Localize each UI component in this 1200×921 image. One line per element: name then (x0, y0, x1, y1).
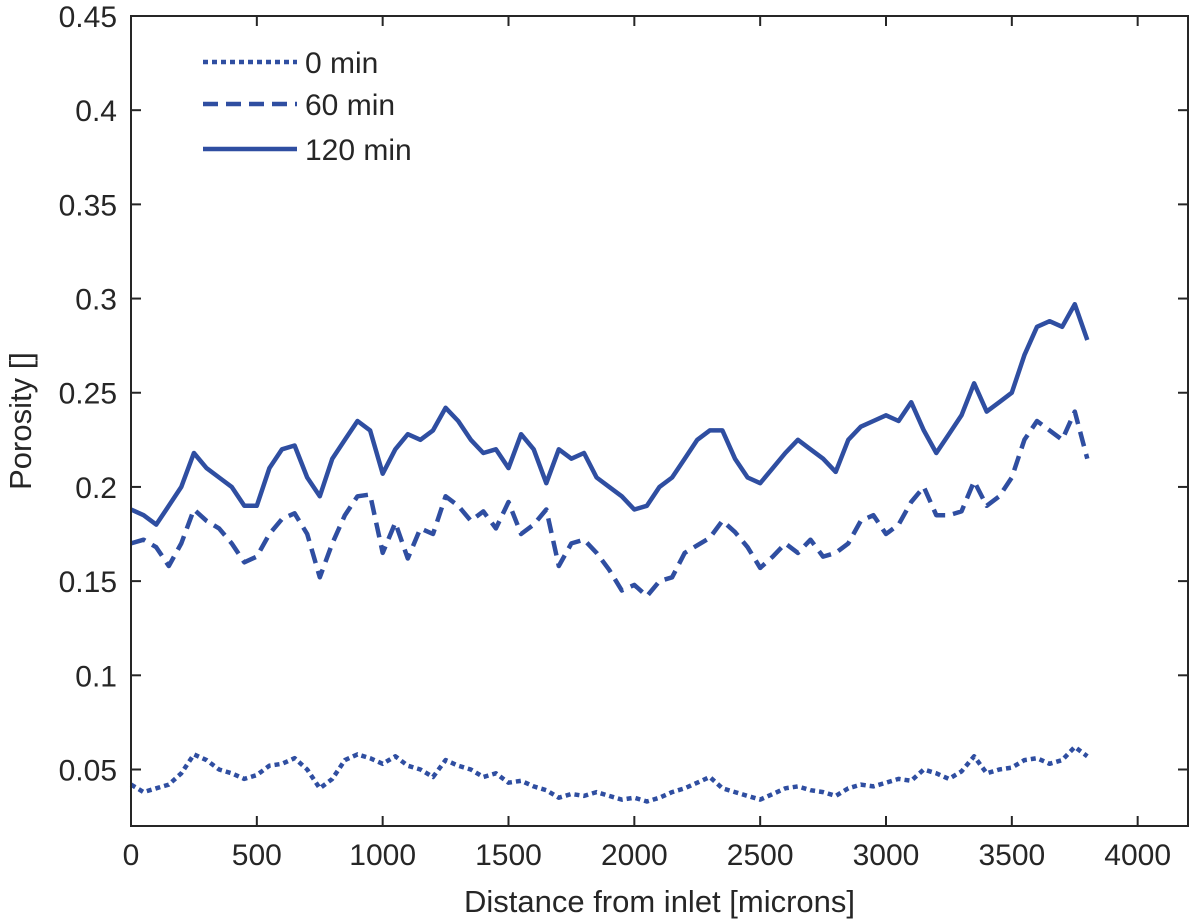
y-tick-label: 0.2 (75, 472, 117, 505)
series-line-0-min (129, 744, 1089, 804)
legend-label-0-min: 0 min (305, 47, 378, 80)
plot-lines (129, 301, 1090, 804)
x-tick-label: 2500 (727, 839, 794, 872)
y-axis-title: Porosity [] (3, 352, 38, 490)
y-tick-label: 0.35 (59, 189, 117, 222)
x-tick-label: 1500 (475, 839, 542, 872)
legend-label-120-min: 120 min (305, 134, 412, 167)
y-tick-label: 0.1 (75, 660, 117, 693)
x-tick-label: 2000 (601, 839, 668, 872)
y-tick-label: 0.15 (59, 566, 117, 599)
x-tick-label: 3000 (853, 839, 920, 872)
legend: 0 min 60 min 120 min (203, 47, 412, 167)
y-tick-label: 0.05 (59, 754, 117, 787)
x-tick-label: 0 (123, 839, 140, 872)
x-tick-label: 1000 (349, 839, 416, 872)
x-tick-label: 500 (232, 839, 282, 872)
x-axis-ticks: 0 500 1000 1500 2000 2500 3000 3500 4000 (123, 16, 1171, 872)
plot-frame (130, 15, 1189, 827)
y-tick-label: 0.4 (75, 95, 117, 128)
series-line-120-min (130, 301, 1090, 527)
y-tick-label: 0.45 (59, 1, 117, 34)
y-tick-label: 0.3 (75, 284, 117, 317)
y-axis-ticks: 0.05 0.1 0.15 0.2 0.25 0.3 0.35 0.4 0.45 (59, 1, 1188, 787)
x-tick-label: 4000 (1104, 839, 1171, 872)
x-tick-label: 3500 (978, 839, 1045, 872)
y-tick-label: 0.25 (59, 378, 117, 411)
x-axis-title: Distance from inlet [microns] (464, 884, 855, 919)
series-line-60-min (130, 409, 1090, 599)
legend-label-60-min: 60 min (305, 89, 395, 122)
